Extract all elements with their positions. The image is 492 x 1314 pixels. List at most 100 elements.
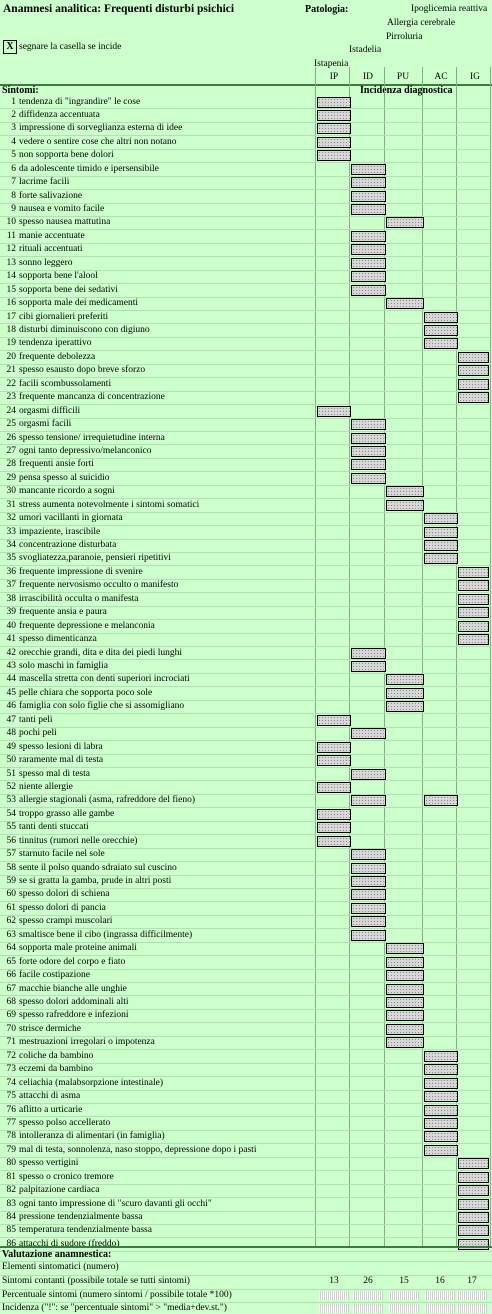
- incidence-checkbox-id[interactable]: [351, 419, 386, 431]
- incidence-checkbox-id[interactable]: [351, 163, 386, 175]
- incidence-checkbox-id[interactable]: [351, 472, 386, 484]
- incidence-checkbox-id[interactable]: [351, 284, 386, 296]
- symptom-row: 28 frequenti ansie forti: [0, 458, 492, 473]
- incidence-checkbox-id[interactable]: [351, 271, 386, 283]
- incidence-checkbox-pu[interactable]: [386, 983, 424, 995]
- incidence-checkbox-pu[interactable]: [386, 217, 424, 229]
- incidence-checkbox-pu[interactable]: [386, 956, 424, 968]
- incidence-checkbox-ip[interactable]: [317, 835, 351, 847]
- incidence-checkbox-ig[interactable]: [458, 1185, 489, 1197]
- incidence-checkbox-ip[interactable]: [317, 150, 351, 162]
- incidence-checkbox-id[interactable]: [351, 647, 386, 659]
- column-divider: [422, 67, 423, 1246]
- incidence-checkbox-ac[interactable]: [424, 553, 458, 565]
- incidence-checkbox-ac[interactable]: [424, 1077, 458, 1089]
- incidence-checkbox-ac[interactable]: [424, 1104, 458, 1116]
- valutazione-row-label: Elementi sintomatici (numero): [2, 1262, 119, 1272]
- incidence-checkbox-ip[interactable]: [317, 109, 351, 121]
- incidence-checkbox-ig[interactable]: [458, 351, 489, 363]
- incidence-checkbox-ig[interactable]: [458, 593, 489, 605]
- incidence-checkbox-ig[interactable]: [458, 392, 489, 404]
- incidence-checkbox-pu[interactable]: [386, 701, 424, 713]
- incidence-checkbox-pu[interactable]: [386, 943, 424, 955]
- incidence-checkbox-ig[interactable]: [458, 634, 489, 646]
- incidence-checkbox-ip[interactable]: [317, 808, 351, 820]
- incidence-checkbox-ip[interactable]: [317, 781, 351, 793]
- incidence-checkbox-id[interactable]: [351, 849, 386, 861]
- incidence-checkbox-id[interactable]: [351, 204, 386, 216]
- incidence-checkbox-id[interactable]: [351, 230, 386, 242]
- incidence-checkbox-ac[interactable]: [424, 1091, 458, 1103]
- incidence-checkbox-ac[interactable]: [424, 1050, 458, 1062]
- symptom-number: 70: [6, 1023, 17, 1034]
- symptom-number: 33: [6, 526, 17, 537]
- incidence-checkbox-id[interactable]: [351, 902, 386, 914]
- incidence-checkbox-id[interactable]: [351, 916, 386, 928]
- symptom-text: pensa spesso al suicidio: [19, 472, 110, 483]
- incidence-checkbox-ac[interactable]: [424, 540, 458, 552]
- symptom-number: 44: [6, 674, 17, 685]
- incidence-checkbox-ac[interactable]: [424, 513, 458, 525]
- incidence-checkbox-id[interactable]: [351, 862, 386, 874]
- incidence-checkbox-ig[interactable]: [458, 1238, 489, 1250]
- incidence-checkbox-id[interactable]: [351, 795, 386, 807]
- incidence-checkbox-pu[interactable]: [386, 996, 424, 1008]
- incidence-checkbox-ac[interactable]: [424, 324, 458, 336]
- incidence-checkbox-ip[interactable]: [317, 714, 351, 726]
- incidence-checkbox-ip[interactable]: [317, 123, 351, 135]
- incidence-checkbox-ig[interactable]: [458, 378, 489, 390]
- incidence-checkbox-id[interactable]: [351, 876, 386, 888]
- incidence-checkbox-ac[interactable]: [424, 1144, 458, 1156]
- incidence-checkbox-ac[interactable]: [424, 311, 458, 323]
- incidence-checkbox-id[interactable]: [351, 257, 386, 269]
- symptom-text: spesso esausto dopo breve sforzo: [19, 365, 146, 376]
- incidence-checkbox-ig[interactable]: [458, 580, 489, 592]
- incidence-checkbox-ac[interactable]: [424, 1064, 458, 1076]
- incidence-checkbox-ig[interactable]: [458, 566, 489, 578]
- incidence-checkbox-ac[interactable]: [424, 526, 458, 538]
- incidence-checkbox-id[interactable]: [351, 244, 386, 256]
- incidence-checkbox-pu[interactable]: [386, 486, 424, 498]
- incidence-checkbox-id[interactable]: [351, 768, 386, 780]
- incidence-checkbox-ac[interactable]: [424, 338, 458, 350]
- incidence-checkbox-ig[interactable]: [458, 1225, 489, 1237]
- mark-box[interactable]: X: [3, 40, 17, 54]
- incidence-checkbox-ip[interactable]: [317, 741, 351, 753]
- incidence-checkbox-pu[interactable]: [386, 298, 424, 310]
- incidence-checkbox-id[interactable]: [351, 889, 386, 901]
- incidence-checkbox-ip[interactable]: [317, 405, 351, 417]
- incidence-checkbox-ig[interactable]: [458, 365, 489, 377]
- incidence-checkbox-ip[interactable]: [317, 136, 351, 148]
- incidence-checkbox-pu[interactable]: [386, 1023, 424, 1035]
- incidence-checkbox-id[interactable]: [351, 190, 386, 202]
- incidence-checkbox-pu[interactable]: [386, 499, 424, 511]
- symptom-text: impaziente, irascibile: [19, 526, 101, 537]
- incidence-checkbox-id[interactable]: [351, 728, 386, 740]
- incidence-checkbox-ac[interactable]: [424, 795, 458, 807]
- incidence-checkbox-id[interactable]: [351, 432, 386, 444]
- incidence-checkbox-ac[interactable]: [424, 1117, 458, 1129]
- incidence-checkbox-ip[interactable]: [317, 96, 351, 108]
- symptom-text: attacchi di sudore (freddo): [19, 1238, 120, 1249]
- incidence-checkbox-ig[interactable]: [458, 1198, 489, 1210]
- incidence-checkbox-id[interactable]: [351, 177, 386, 189]
- incidence-checkbox-ig[interactable]: [458, 1212, 489, 1224]
- incidence-checkbox-ig[interactable]: [458, 1171, 489, 1183]
- incidence-checkbox-ig[interactable]: [458, 607, 489, 619]
- incidence-checkbox-id[interactable]: [351, 929, 386, 941]
- incidence-checkbox-pu[interactable]: [386, 687, 424, 699]
- symptom-text: svogliatezza,paranoie, pensieri ripetiti…: [19, 553, 171, 564]
- incidence-checkbox-pu[interactable]: [386, 1037, 424, 1049]
- incidence-checkbox-id[interactable]: [351, 445, 386, 457]
- incidence-checkbox-pu[interactable]: [386, 674, 424, 686]
- incidence-checkbox-ig[interactable]: [458, 620, 489, 632]
- incidence-checkbox-ip[interactable]: [317, 822, 351, 834]
- incidence-checkbox-ip[interactable]: [317, 755, 351, 767]
- incidence-checkbox-ac[interactable]: [424, 1131, 458, 1143]
- incidence-checkbox-id[interactable]: [351, 459, 386, 471]
- incidence-checkbox-ig[interactable]: [458, 1158, 489, 1170]
- incidence-checkbox-id[interactable]: [351, 660, 386, 672]
- row-divider: [0, 135, 492, 137]
- incidence-checkbox-pu[interactable]: [386, 970, 424, 982]
- incidence-checkbox-pu[interactable]: [386, 1010, 424, 1022]
